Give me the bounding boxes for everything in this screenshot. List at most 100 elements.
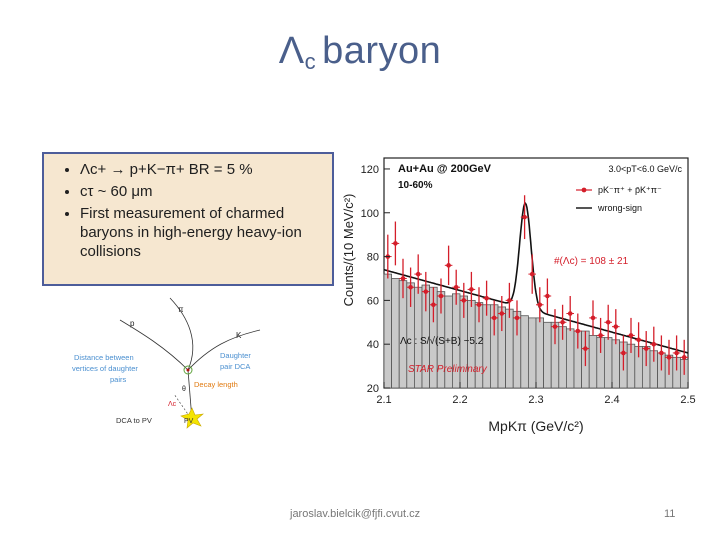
kaon-track (187, 329, 261, 371)
signal-point (484, 295, 489, 301)
title-subscript: c (304, 49, 317, 74)
dist-label-1: Distance between (74, 353, 134, 362)
chart-title: Au+Au @ 200GeV (398, 163, 492, 175)
bullet-item: Λc+ → p+K−π+ BR = 5 % (80, 160, 322, 179)
dist-label-2: vertices of daughter (72, 364, 138, 373)
signal-point (522, 214, 527, 220)
pt-range-label: 3.0<pT<6.0 GeV/c (608, 164, 682, 174)
signal-point (415, 271, 421, 277)
signal-point (499, 311, 505, 316)
signal-point (469, 287, 474, 292)
bullet-item: First measurement of charmed baryons in … (80, 204, 322, 261)
y-axis-title: Counts/(10 MeV/c²) (341, 194, 356, 307)
y-tick-label: 40 (367, 339, 379, 351)
k-label: K (236, 331, 242, 340)
wrong-sign-bar (543, 321, 552, 389)
signal-point (507, 298, 512, 303)
decay-topology-diagram: PV π p K Distance between vertices of da… (72, 297, 261, 429)
wrong-sign-bar (383, 273, 392, 389)
signal-point (575, 328, 581, 334)
wrong-sign-bar (391, 278, 400, 389)
signal-point (400, 276, 406, 281)
wrong-sign-bar (611, 339, 620, 389)
wrong-sign-bar (527, 317, 537, 389)
decay-vertex (183, 365, 193, 375)
wrong-sign-bar (535, 317, 544, 389)
signal-point (598, 333, 603, 338)
x-tick-label: 2.2 (452, 394, 467, 406)
x-axis-title: MpKπ (GeV/c²) (488, 418, 583, 434)
significance-annotation: Λc : S/√(S+B) ~5.2 (400, 335, 484, 347)
signal-point (659, 350, 664, 356)
title-symbol: Λ (278, 30, 305, 72)
signal-point (514, 315, 520, 321)
preliminary-label: STAR Preliminary (408, 364, 488, 375)
signal-point (529, 271, 535, 277)
signal-point (491, 315, 497, 321)
signal-point (636, 337, 641, 343)
y-tick-label: 80 (367, 252, 379, 264)
wrong-sign-bar (505, 308, 514, 389)
theta-label: θ (182, 386, 186, 393)
y-tick-label: 100 (361, 208, 379, 220)
chart-subtitle: 10-60% (398, 180, 433, 191)
signal-point (628, 333, 634, 338)
wrong-sign-bar (520, 315, 529, 389)
x-tick-label: 2.1 (376, 394, 391, 406)
signal-point (621, 350, 626, 356)
signal-point (567, 311, 573, 316)
signal-point (537, 302, 543, 308)
signal-point (681, 355, 687, 360)
dca-pv-label: DCA to PV (116, 416, 152, 425)
signal-point (408, 284, 413, 290)
signal-point (651, 341, 657, 347)
signal-point (461, 298, 467, 303)
signal-point (453, 284, 459, 290)
x-tick-label: 2.3 (528, 394, 543, 406)
legend-signal-marker (581, 187, 587, 193)
y-tick-label: 60 (367, 295, 379, 307)
wrong-sign-bar (603, 337, 613, 389)
signal-point (545, 293, 550, 299)
proton-track (119, 319, 189, 371)
signal-point (674, 350, 679, 356)
signal-point (643, 346, 649, 351)
wrong-sign-bar (482, 304, 491, 389)
plot-area: 2.1 2.2 2.3 2.4 2.5 20 40 60 80 100 120 (361, 157, 696, 406)
bullet-list: Λc+ → p+K−π+ BR = 5 % cτ ~ 60 μm First m… (54, 160, 322, 261)
yield-annotation: #(Λc) = 108 ± 21 (554, 256, 629, 267)
pv-label: PV (184, 418, 194, 425)
slide-title: Λc baryon (0, 30, 720, 75)
footer-email: jaroslav.bielcik@fjfi.cvut.cz (290, 508, 421, 520)
p-label: p (130, 319, 135, 328)
pion-track (169, 297, 194, 371)
signal-point (605, 319, 611, 325)
signal-point (393, 241, 398, 246)
signal-point (476, 302, 482, 308)
bullet-item: cτ ~ 60 μm (80, 182, 322, 201)
x-tick-label: 2.4 (604, 394, 619, 406)
pi-label: π (178, 305, 184, 314)
wrong-sign-bar (588, 335, 598, 389)
signal-point (446, 263, 451, 268)
x-tick-label: 2.5 (680, 394, 695, 406)
bullet-box: Λc+ → p+K−π+ BR = 5 % cτ ~ 60 μm First m… (42, 152, 334, 286)
signal-point (438, 293, 444, 299)
pv-star (180, 407, 204, 429)
invariant-mass-chart: 2.1 2.2 2.3 2.4 2.5 20 40 60 80 100 120 Counts/(10… (341, 157, 696, 434)
decay-length-label: Decay length (194, 380, 238, 389)
signal-point (560, 319, 565, 325)
signal-point (613, 324, 619, 329)
page-number: 11 (664, 508, 676, 520)
signal-point (666, 355, 672, 360)
dca-pair-label-1: Daughter (220, 351, 251, 360)
signal-point (583, 346, 588, 351)
lambda-label: Λc (168, 401, 177, 408)
wrong-sign-bar (565, 328, 575, 389)
signal-point (552, 324, 558, 329)
signal-point (423, 289, 429, 294)
legend-signal-label: pK⁻π⁺ + p̄K⁺π⁻ (598, 185, 662, 195)
legend-wrongsign-label: wrong-sign (597, 203, 642, 213)
signal-point (590, 315, 596, 321)
y-tick-label: 20 (367, 383, 379, 395)
